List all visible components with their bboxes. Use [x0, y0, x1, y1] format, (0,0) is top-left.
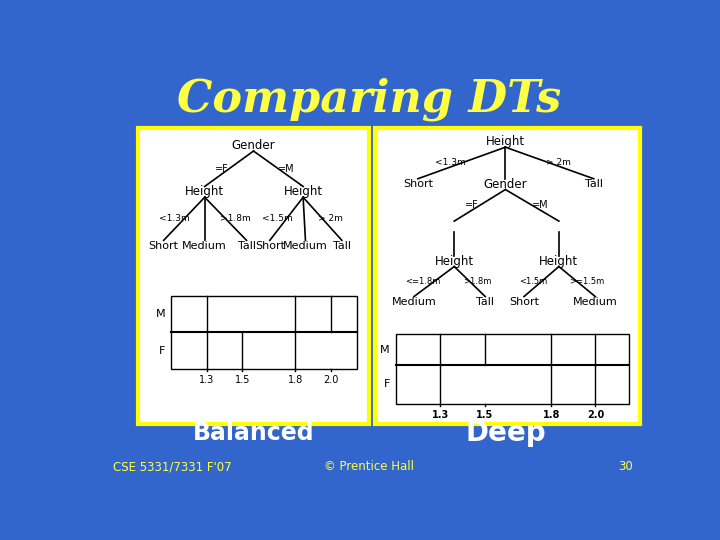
Text: Height: Height [539, 255, 578, 268]
Bar [171, 296, 357, 369]
Text: Gender: Gender [484, 178, 527, 191]
Text: >1.8m: >1.8m [220, 214, 251, 224]
Text: > 2m: > 2m [318, 214, 343, 224]
Text: Height: Height [435, 255, 474, 268]
Text: Short: Short [255, 241, 285, 251]
Text: © Prentice Hall: © Prentice Hall [324, 460, 414, 473]
Text: <=1.8m: <=1.8m [405, 277, 441, 286]
Text: Tall: Tall [476, 297, 494, 307]
Text: 1.8: 1.8 [542, 410, 560, 420]
Text: 1.5: 1.5 [476, 410, 493, 420]
Text: Comparing DTs: Comparing DTs [177, 78, 561, 121]
Text: F: F [384, 379, 390, 389]
Text: =M: =M [278, 164, 294, 174]
Text: CSE 5331/7331 F'07: CSE 5331/7331 F'07 [113, 460, 232, 473]
Text: Tall: Tall [585, 179, 603, 189]
Text: Deep: Deep [465, 419, 546, 447]
Bar [138, 128, 369, 424]
Text: Medium: Medium [283, 241, 328, 251]
Text: <1.5m: <1.5m [520, 277, 548, 286]
Text: 2.0: 2.0 [587, 410, 604, 420]
Bar [396, 334, 629, 403]
Text: <1.5m: <1.5m [262, 214, 292, 224]
Text: >=1.5m: >=1.5m [569, 277, 604, 286]
Text: Medium: Medium [392, 297, 436, 307]
Bar [375, 128, 640, 424]
Text: Medium: Medium [573, 297, 618, 307]
Text: Gender: Gender [232, 139, 275, 152]
Text: Short: Short [402, 179, 433, 189]
Text: Tall: Tall [333, 241, 351, 251]
Text: Tall: Tall [238, 241, 256, 251]
Text: <1.3m: <1.3m [160, 214, 190, 224]
Text: =F: =F [465, 200, 479, 210]
Text: > 2m: > 2m [546, 158, 571, 167]
Text: Balanced: Balanced [193, 421, 315, 445]
Text: Height: Height [185, 185, 224, 198]
Text: 30: 30 [618, 460, 632, 473]
Text: <1.3m: <1.3m [436, 158, 466, 167]
Text: M: M [380, 345, 390, 355]
Text: =M: =M [531, 200, 548, 210]
Text: 1.8: 1.8 [288, 375, 303, 385]
Text: M: M [156, 309, 165, 319]
Text: 1.5: 1.5 [235, 375, 250, 385]
Text: Height: Height [284, 185, 323, 198]
Text: Short: Short [509, 297, 539, 307]
Text: Height: Height [486, 136, 525, 148]
Text: Medium: Medium [182, 241, 227, 251]
Text: 2.0: 2.0 [323, 375, 338, 385]
Text: =F: =F [215, 164, 228, 174]
Text: Short: Short [148, 241, 179, 251]
Text: 1.3: 1.3 [199, 375, 215, 385]
Text: 1.3: 1.3 [432, 410, 449, 420]
Text: F: F [159, 346, 165, 356]
Text: >1.8m: >1.8m [463, 277, 492, 286]
